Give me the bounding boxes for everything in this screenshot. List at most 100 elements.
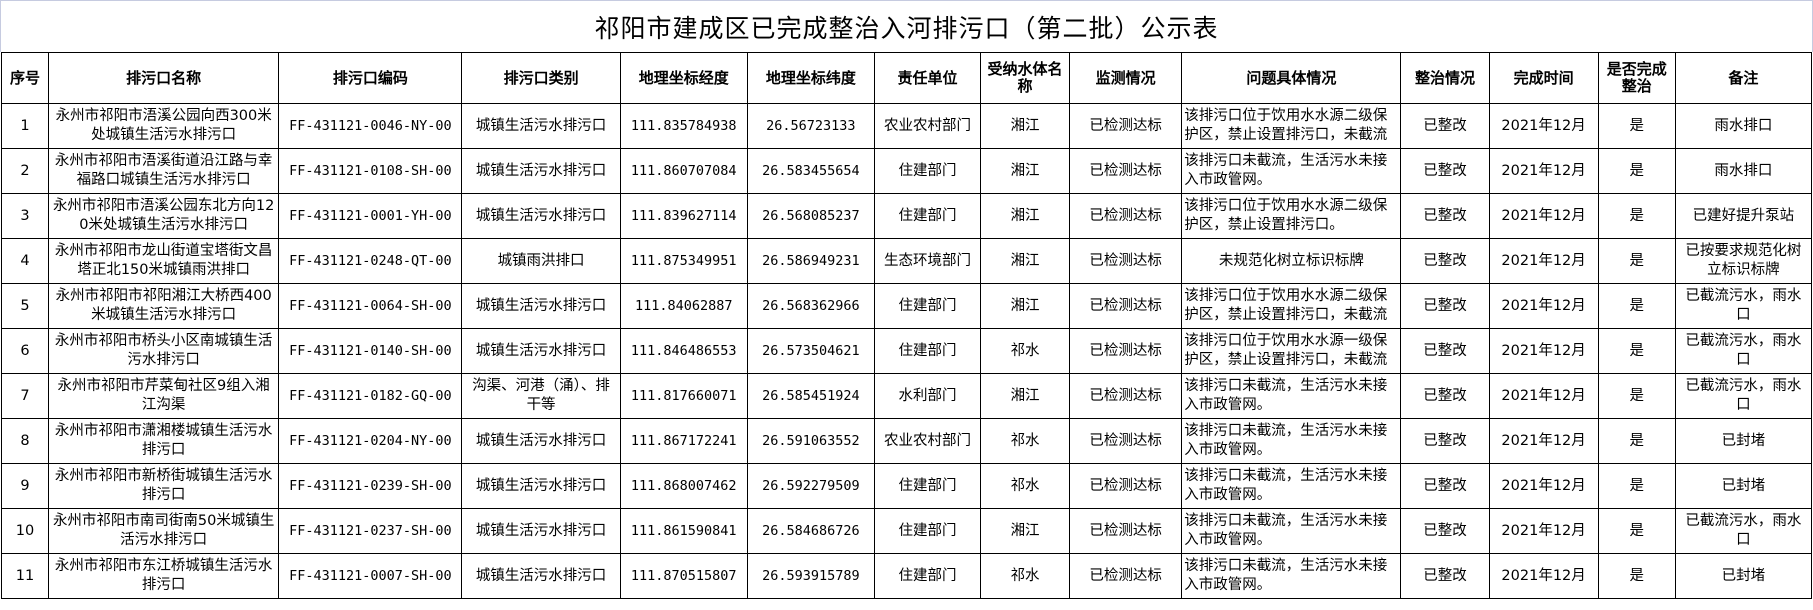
cell-text: 该排污口位于饮用水水源一级保护区，禁止设置排污口，未截流	[1184, 333, 1388, 368]
cell-text: 该排污口未截流，生活污水未接入市政管网。	[1184, 468, 1388, 503]
table-row: 9 永州市祁阳市新桥街城镇生活污水排污口 FF-431121-0239-SH-00 城…	[0, 463, 1813, 509]
cell-text: 2021年12月	[1501, 162, 1586, 179]
cell-text: 已整改	[1423, 522, 1467, 539]
cell-text: 雨水排口	[1714, 162, 1773, 179]
cell-text: 2021年12月	[1501, 117, 1586, 134]
cell-text: 城镇生活污水排污口	[475, 522, 607, 539]
header-problem-detail: 问题具体情况	[1181, 52, 1402, 104]
cell-text: FF-431121-0007-SH-00	[289, 567, 452, 584]
cell-completed-flag: 是	[1597, 193, 1676, 239]
cell-text: 111.867172241	[630, 432, 737, 449]
cell-rectification-status: 已整改	[1400, 328, 1490, 374]
cell-text: FF-431121-0248-QT-00	[289, 252, 452, 269]
cell-outfall-name: 永州市祁阳市浯溪公园向西300米处城镇生活污水排污口	[48, 103, 280, 149]
cell-text: 永州市祁阳市南司街南50米城镇生活污水排污口	[52, 513, 275, 548]
cell-text: 永州市祁阳市龙山街道宝塔街文昌塔正北150米城镇雨洪排口	[54, 243, 273, 278]
cell-longitude: 111.868007462	[619, 463, 748, 509]
cell-text: 该排污口未截流，生活污水未接入市政管网。	[1184, 153, 1388, 188]
cell-text: 城镇生活污水排污口	[475, 432, 607, 449]
table-row: 10 永州市祁阳市南司街南50米城镇生活污水排污口 FF-431121-0237-S…	[0, 508, 1813, 554]
cell-index: 7	[0, 373, 50, 419]
cell-completed-flag: 是	[1597, 553, 1676, 599]
cell-completion-time: 2021年12月	[1488, 373, 1599, 419]
cell-monitoring-status: 已检测达标	[1069, 238, 1183, 284]
cell-outfall-type: 城镇生活污水排污口	[461, 418, 621, 464]
cell-text: 是	[1629, 252, 1644, 269]
cell-problem-detail: 该排污口位于饮用水水源二级保护区，禁止设置排污口，未截流	[1181, 283, 1402, 329]
cell-text: 26.584686726	[762, 522, 860, 539]
cell-text: 9	[20, 477, 30, 494]
cell-longitude: 111.860707084	[619, 148, 748, 194]
cell-text: 湘江	[1010, 387, 1040, 404]
cell-text: 已整改	[1423, 387, 1467, 404]
cell-text: FF-431121-0239-SH-00	[289, 477, 452, 494]
header-completed-flag: 是否完成整治	[1597, 52, 1676, 104]
cell-text: 2021年12月	[1501, 207, 1586, 224]
cell-receiving-water: 湘江	[980, 238, 1071, 284]
cell-completion-time: 2021年12月	[1488, 508, 1599, 554]
outfall-table: 序号 排污口名称 排污口编码 排污口类别 地理坐标经度 地理坐标纬度 责任单位 受纳水体名称监…	[0, 52, 1813, 599]
cell-text: 2021年12月	[1501, 522, 1586, 539]
cell-completion-time: 2021年12月	[1488, 148, 1599, 194]
cell-text: 城镇生活污水排污口	[475, 117, 607, 134]
table-row: 6 永州市祁阳市桥头小区南城镇生活污水排污口 FF-431121-0140-SH-0…	[0, 328, 1813, 374]
cell-text: 永州市祁阳市浯溪街道沿江路与幸福路口城镇生活污水排污口	[54, 153, 273, 188]
cell-text: 是	[1629, 297, 1644, 314]
cell-text: 已截流污水，雨水口	[1685, 378, 1802, 413]
cell-text: 该排污口位于饮用水水源二级保护区，禁止设置排污口，未截流	[1184, 108, 1388, 143]
cell-receiving-water: 湘江	[980, 148, 1071, 194]
cell-receiving-water: 祁水	[980, 463, 1071, 509]
cell-problem-detail: 该排污口位于饮用水水源二级保护区，禁止设置排污口。	[1181, 193, 1402, 239]
cell-text: 2021年12月	[1501, 297, 1586, 314]
cell-text: 住建部门	[898, 342, 957, 359]
cell-outfall-code: FF-431121-0064-SH-00	[278, 283, 463, 329]
cell-remarks: 已截流污水，雨水口	[1674, 283, 1813, 329]
cell-text: 2021年12月	[1501, 252, 1586, 269]
cell-outfall-code: FF-431121-0046-NY-00	[278, 103, 463, 149]
header-index: 序号	[0, 52, 50, 104]
cell-text: 111.861590841	[630, 522, 737, 539]
cell-text: FF-431121-0204-NY-00	[289, 432, 452, 449]
cell-outfall-name: 永州市祁阳市东江桥城镇生活污水排污口	[48, 553, 280, 599]
cell-longitude: 111.870515807	[619, 553, 748, 599]
cell-outfall-name: 永州市祁阳市浯溪街道沿江路与幸福路口城镇生活污水排污口	[48, 148, 280, 194]
cell-receiving-water: 湘江	[980, 193, 1071, 239]
cell-rectification-status: 已整改	[1400, 508, 1490, 554]
cell-text: 26.585451924	[762, 387, 860, 404]
cell-text: 是	[1629, 207, 1644, 224]
cell-text: 农业农村部门	[883, 117, 971, 134]
table-row: 1 永州市祁阳市浯溪公园向西300米处城镇生活污水排污口 FF-431121-004…	[0, 103, 1813, 149]
cell-outfall-code: FF-431121-0182-GQ-00	[278, 373, 463, 419]
cell-text: 城镇生活污水排污口	[475, 342, 607, 359]
cell-outfall-name: 永州市祁阳市浯溪公园东北方向120米处城镇生活污水排污口	[48, 193, 280, 239]
cell-text: 111.868007462	[630, 477, 737, 494]
cell-receiving-water: 祁水	[980, 553, 1071, 599]
cell-text: 已整改	[1423, 432, 1467, 449]
cell-text: 已检测达标	[1089, 567, 1162, 584]
cell-text: 永州市祁阳市浯溪公园向西300米处城镇生活污水排污口	[55, 108, 272, 143]
cell-latitude: 26.592279509	[746, 463, 875, 509]
cell-outfall-code: FF-431121-0237-SH-00	[278, 508, 463, 554]
cell-rectification-status: 已整改	[1400, 238, 1490, 284]
cell-text: 住建部门	[898, 162, 957, 179]
cell-outfall-type: 城镇生活污水排污口	[461, 463, 621, 509]
cell-responsible-unit: 农业农村部门	[873, 418, 982, 464]
cell-text: 城镇生活污水排污口	[475, 207, 607, 224]
table-row: 2 永州市祁阳市浯溪街道沿江路与幸福路口城镇生活污水排污口 FF-431121-01…	[0, 148, 1813, 194]
cell-text: 已截流污水，雨水口	[1685, 333, 1802, 368]
cell-latitude: 26.568085237	[746, 193, 875, 239]
cell-outfall-code: FF-431121-0239-SH-00	[278, 463, 463, 509]
cell-text: 城镇生活污水排污口	[475, 567, 607, 584]
cell-text: 111.860707084	[630, 162, 737, 179]
cell-text: FF-431121-0108-SH-00	[289, 162, 452, 179]
cell-outfall-type: 沟渠、河港（涌）、排干等	[461, 373, 621, 419]
cell-responsible-unit: 住建部门	[873, 553, 982, 599]
cell-outfall-type: 城镇生活污水排污口	[461, 508, 621, 554]
header-receiving-water: 受纳水体名称	[980, 52, 1071, 104]
cell-responsible-unit: 住建部门	[873, 283, 982, 329]
cell-text: 已建好提升泵站	[1692, 207, 1795, 224]
cell-latitude: 26.591063552	[746, 418, 875, 464]
cell-responsible-unit: 住建部门	[873, 508, 982, 554]
cell-completed-flag: 是	[1597, 238, 1676, 284]
cell-index: 11	[0, 553, 50, 599]
